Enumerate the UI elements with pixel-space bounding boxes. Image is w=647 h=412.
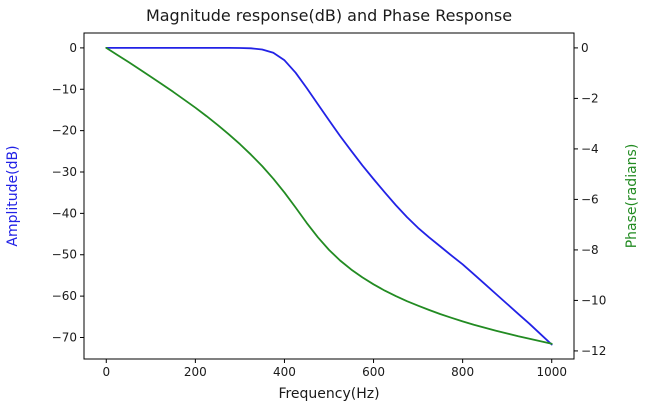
right-y-tick-label: −4 bbox=[581, 142, 599, 156]
left-y-tick-label: −30 bbox=[52, 165, 77, 179]
magnitude-response-curve bbox=[105, 47, 553, 346]
left-y-tick-label: −50 bbox=[52, 248, 77, 262]
x-tick-label: 400 bbox=[273, 365, 296, 379]
axes-spines bbox=[83, 32, 575, 360]
left-y-tick-label: −60 bbox=[52, 289, 77, 303]
x-tick-label: 0 bbox=[102, 365, 110, 379]
phase-response-curve bbox=[105, 47, 553, 345]
x-tick-label: 800 bbox=[451, 365, 474, 379]
right-y-tick-label: 0 bbox=[581, 41, 589, 55]
right-y-tick-label: −10 bbox=[581, 293, 606, 307]
left-y-tick-label: −20 bbox=[52, 124, 77, 138]
right-y-tick-label: −2 bbox=[581, 91, 599, 105]
right-y-tick-label: −12 bbox=[581, 344, 606, 358]
left-y-tick-label: −10 bbox=[52, 82, 77, 96]
right-y-tick-label: −6 bbox=[581, 192, 599, 206]
left-y-tick-label: 0 bbox=[69, 41, 77, 55]
x-axis-label: Frequency(Hz) bbox=[278, 386, 380, 402]
left-y-tick-label: −40 bbox=[52, 206, 77, 220]
x-tick-label: 200 bbox=[184, 365, 207, 379]
x-tick-label: 1000 bbox=[536, 365, 567, 379]
right-y-tick-label: −8 bbox=[581, 243, 599, 257]
x-tick-label: 600 bbox=[362, 365, 385, 379]
chart-title: Magnitude response(dB) and Phase Respons… bbox=[145, 6, 513, 25]
left-y-tick-label: −70 bbox=[52, 330, 77, 344]
